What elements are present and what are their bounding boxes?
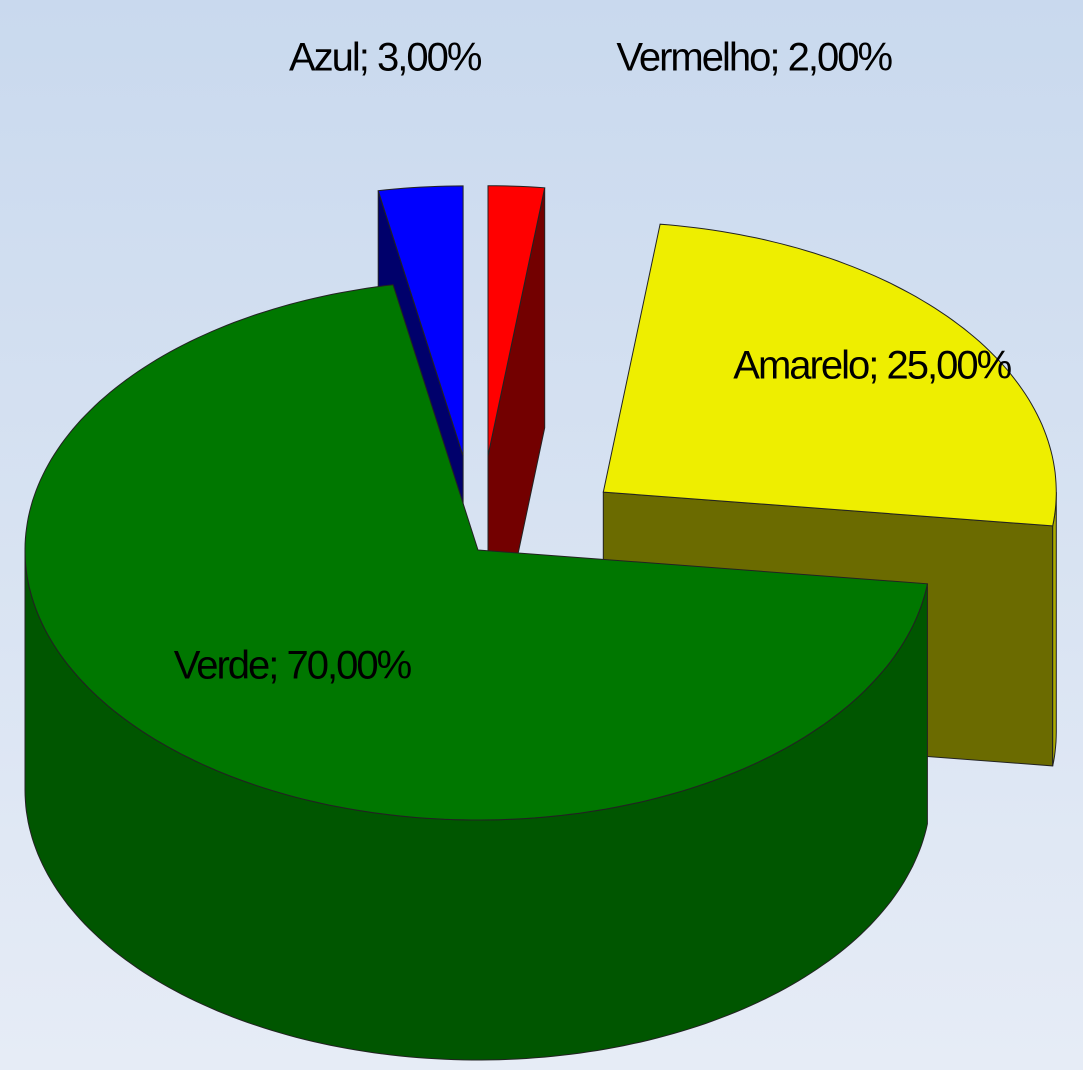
slice-top bbox=[377, 185, 464, 457]
slice-top bbox=[602, 223, 1057, 527]
slice-top bbox=[487, 185, 546, 456]
data-label: Verde; 70,00% bbox=[174, 644, 412, 688]
slice-side bbox=[1052, 492, 1057, 767]
slice-top bbox=[24, 284, 929, 821]
data-label: Azul; 3,00% bbox=[289, 36, 482, 80]
data-label: Vermelho; 2,00% bbox=[616, 36, 892, 80]
slice: Verde bbox=[24, 284, 929, 1061]
data-label: Amarelo; 25,00% bbox=[733, 344, 1011, 388]
